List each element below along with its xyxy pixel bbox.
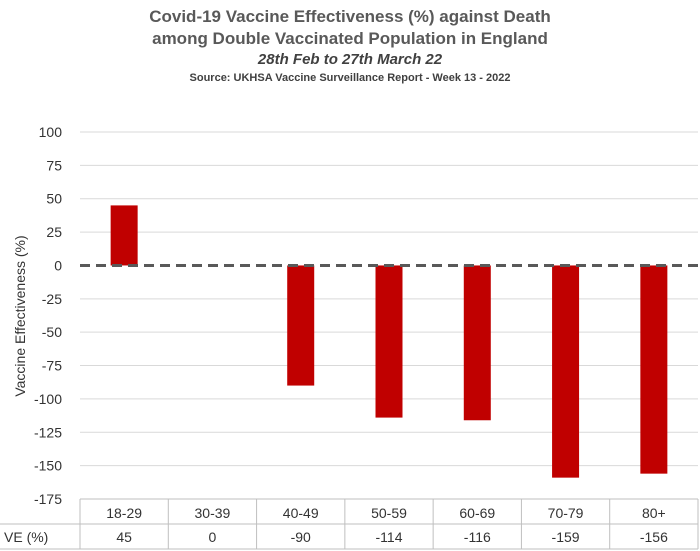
x-category-label: 50-59 bbox=[371, 505, 407, 521]
chart-title-line-2: among Double Vaccinated Population in En… bbox=[152, 29, 548, 48]
x-category-label: 80+ bbox=[642, 505, 666, 521]
y-tick-label: 75 bbox=[46, 157, 62, 173]
y-tick-label: -50 bbox=[42, 324, 62, 340]
chart-source: Source: UKHSA Vaccine Surveillance Repor… bbox=[189, 72, 511, 84]
bar bbox=[552, 265, 580, 478]
y-tick-label: 50 bbox=[46, 191, 62, 207]
bar bbox=[110, 205, 138, 266]
y-axis-label: Vaccine Effectiveness (%) bbox=[12, 235, 28, 396]
bar bbox=[375, 265, 403, 418]
y-tick-label: -25 bbox=[42, 291, 62, 307]
y-tick-label: -100 bbox=[34, 391, 62, 407]
y-tick-label: -125 bbox=[34, 424, 62, 440]
y-tick-label: -150 bbox=[34, 458, 62, 474]
data-value-label: -156 bbox=[640, 529, 668, 545]
chart-title-line-1: Covid-19 Vaccine Effectiveness (%) again… bbox=[149, 7, 551, 26]
chart-subtitle: 28th Feb to 27th March 22 bbox=[257, 51, 443, 68]
table-row-label: VE (%) bbox=[4, 529, 48, 545]
y-tick-label: 0 bbox=[54, 257, 62, 273]
data-value-label: -116 bbox=[464, 529, 491, 545]
y-tick-label: -75 bbox=[42, 358, 62, 374]
data-value-label: -90 bbox=[291, 529, 311, 545]
data-value-label: 0 bbox=[209, 529, 217, 545]
bar bbox=[640, 265, 668, 474]
data-value-label: -114 bbox=[376, 529, 403, 545]
data-value-label: -159 bbox=[552, 529, 580, 545]
x-category-label: 18-29 bbox=[106, 505, 142, 521]
x-category-label: 60-69 bbox=[459, 505, 495, 521]
y-tick-label: 25 bbox=[46, 224, 62, 240]
y-tick-label: 100 bbox=[39, 124, 63, 140]
bar bbox=[463, 265, 491, 421]
y-tick-label: -175 bbox=[34, 491, 62, 507]
bar bbox=[287, 265, 315, 386]
x-category-label: 40-49 bbox=[283, 505, 319, 521]
x-category-label: 70-79 bbox=[548, 505, 584, 521]
data-value-label: 45 bbox=[116, 529, 132, 545]
x-category-label: 30-39 bbox=[195, 505, 231, 521]
